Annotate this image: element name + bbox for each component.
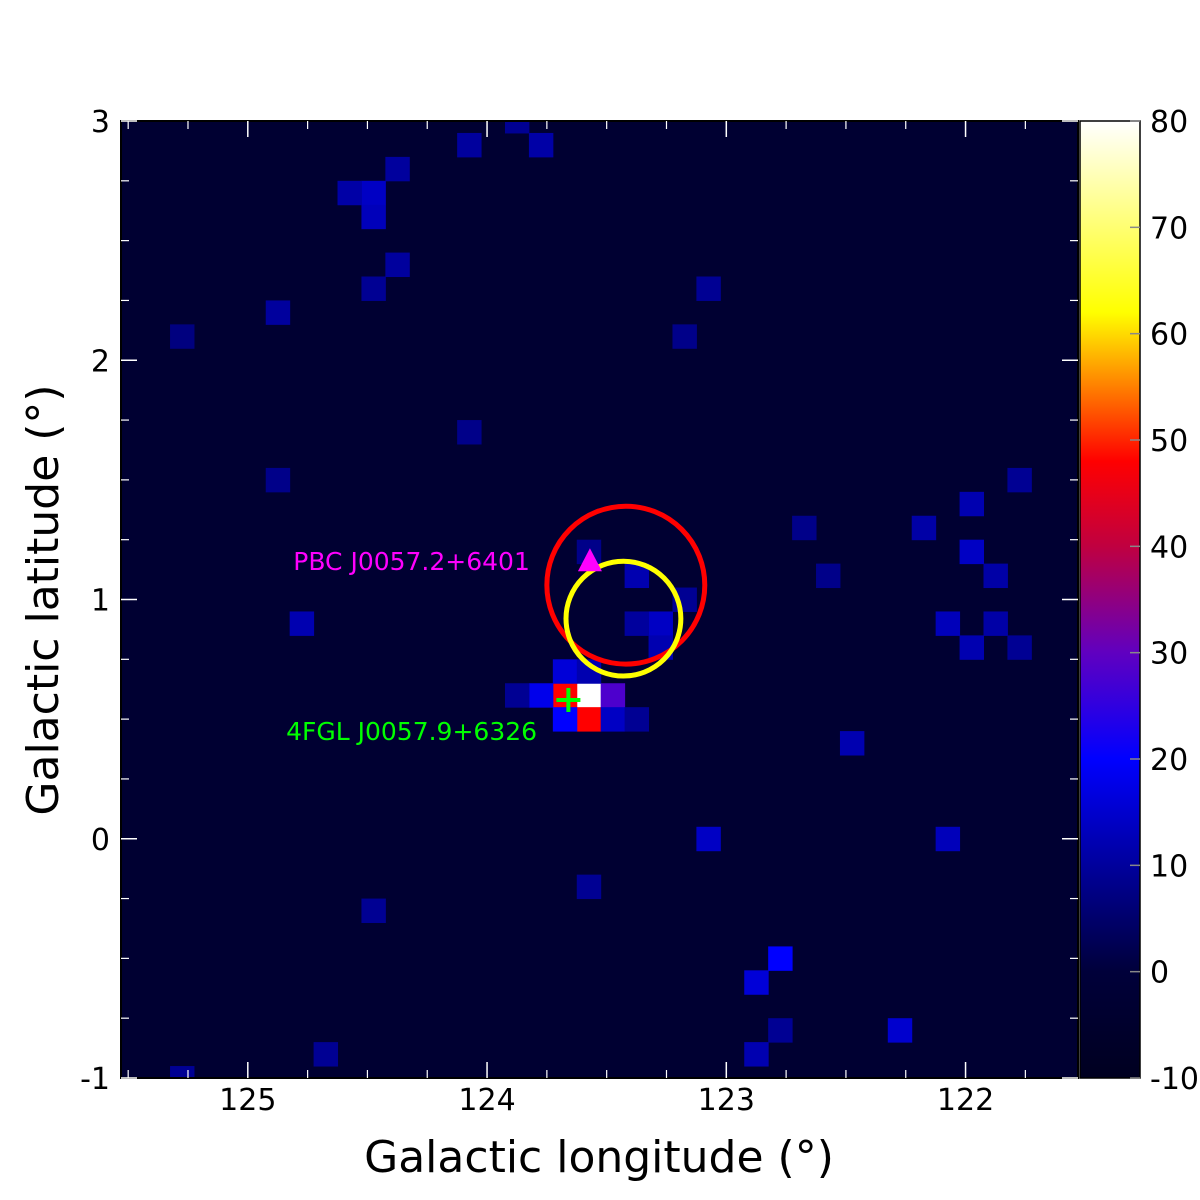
map-pixel xyxy=(504,683,530,708)
map-pixel xyxy=(816,563,841,589)
colorbar-tick-label: 10 xyxy=(1150,849,1188,884)
x-tick-label: 124 xyxy=(458,1083,515,1118)
map-pixel xyxy=(576,683,602,708)
x-axis-label: Galactic longitude (°) xyxy=(364,1132,834,1183)
source-overlays: PBC J0057.2+6401 4FGL J0057.9+6326 xyxy=(286,503,708,746)
y-axis-label: Galactic latitude (°) xyxy=(18,384,69,815)
colorbar-tick-label: 30 xyxy=(1150,637,1188,672)
map-pixel xyxy=(911,515,937,541)
map-pixel xyxy=(768,1018,793,1043)
map-pixel xyxy=(959,491,984,517)
y-tick-label: 2 xyxy=(91,344,110,379)
axis-ticks: 125 124 123 122 3 2 1 0 -1 xyxy=(80,105,1078,1118)
map-pixel xyxy=(385,156,410,182)
map-pixel xyxy=(265,300,291,325)
y-tick-label: 0 xyxy=(91,823,110,858)
map-pixel xyxy=(792,515,817,541)
colorbar-ticks: 80 70 60 50 40 30 20 10 0 -10 xyxy=(1130,105,1199,1097)
error-circle xyxy=(563,558,684,679)
map-pixel xyxy=(552,659,578,684)
map-pixel xyxy=(337,180,362,206)
map-pixel xyxy=(361,204,386,230)
colorbar xyxy=(1079,120,1141,1079)
map-pixel xyxy=(935,826,961,852)
map-pixel xyxy=(600,707,626,732)
x-tick-label: 123 xyxy=(698,1083,755,1118)
map-pixel xyxy=(744,1042,769,1067)
map-pixel xyxy=(1007,635,1032,660)
map-pixel xyxy=(385,252,410,278)
colorbar-tick-label: 0 xyxy=(1150,956,1169,991)
map-pixel xyxy=(361,898,386,923)
map-pixel xyxy=(648,611,673,636)
map-pixel xyxy=(289,611,315,636)
colorbar-tick-label: 80 xyxy=(1150,105,1188,140)
map-pixel xyxy=(576,707,602,732)
map-pixel xyxy=(624,611,650,636)
y-tick-label: 3 xyxy=(91,105,110,140)
map-pixel xyxy=(528,132,554,158)
map-pixel xyxy=(839,731,865,756)
map-pixel xyxy=(552,683,578,708)
map-pixel xyxy=(959,635,984,660)
x-tick-label: 122 xyxy=(937,1083,994,1118)
y-tick-label: 1 xyxy=(91,584,110,619)
y-tick-label: -1 xyxy=(80,1062,110,1097)
map-pixel xyxy=(935,611,961,636)
colorbar-tick-label: 60 xyxy=(1150,318,1188,353)
x-tick-label: 125 xyxy=(219,1083,276,1118)
source-label: 4FGL J0057.9+6326 xyxy=(286,717,537,746)
map-pixel xyxy=(696,276,721,301)
map-pixel xyxy=(600,683,626,708)
source-label: PBC J0057.2+6401 xyxy=(293,547,530,576)
map-pixel xyxy=(457,420,482,445)
map-pixel xyxy=(959,539,984,565)
error-circle xyxy=(544,503,708,667)
map-pixel xyxy=(744,970,769,995)
map-pixel xyxy=(170,1066,195,1078)
map-pixel xyxy=(528,683,554,708)
map-pixel xyxy=(887,1018,913,1043)
map-pixel xyxy=(552,707,578,732)
map-pixel xyxy=(983,611,1008,636)
map-pixel xyxy=(170,324,195,349)
map-pixel xyxy=(457,132,482,158)
source-triangle-marker xyxy=(577,548,602,572)
colorbar-tick-label: 50 xyxy=(1150,424,1188,459)
colorbar-tick-label: 20 xyxy=(1150,743,1188,778)
counts-map xyxy=(121,121,1078,1078)
colorbar-tick-label: -10 xyxy=(1150,1062,1199,1097)
map-pixel xyxy=(983,563,1008,589)
map-pixel xyxy=(672,324,697,349)
map-pixel xyxy=(265,467,291,493)
map-pixel xyxy=(504,121,530,134)
map-pixel xyxy=(696,826,721,852)
map-pixel xyxy=(361,180,386,206)
map-pixel xyxy=(1007,467,1032,493)
map-pixel xyxy=(576,874,602,900)
colorbar-tick-label: 70 xyxy=(1150,211,1188,246)
colorbar-tick-label: 40 xyxy=(1150,530,1188,565)
map-background xyxy=(121,121,1078,1078)
map-pixel xyxy=(361,276,386,301)
map-pixel xyxy=(768,946,793,971)
map-pixel xyxy=(313,1042,339,1067)
map-pixel xyxy=(624,707,650,732)
